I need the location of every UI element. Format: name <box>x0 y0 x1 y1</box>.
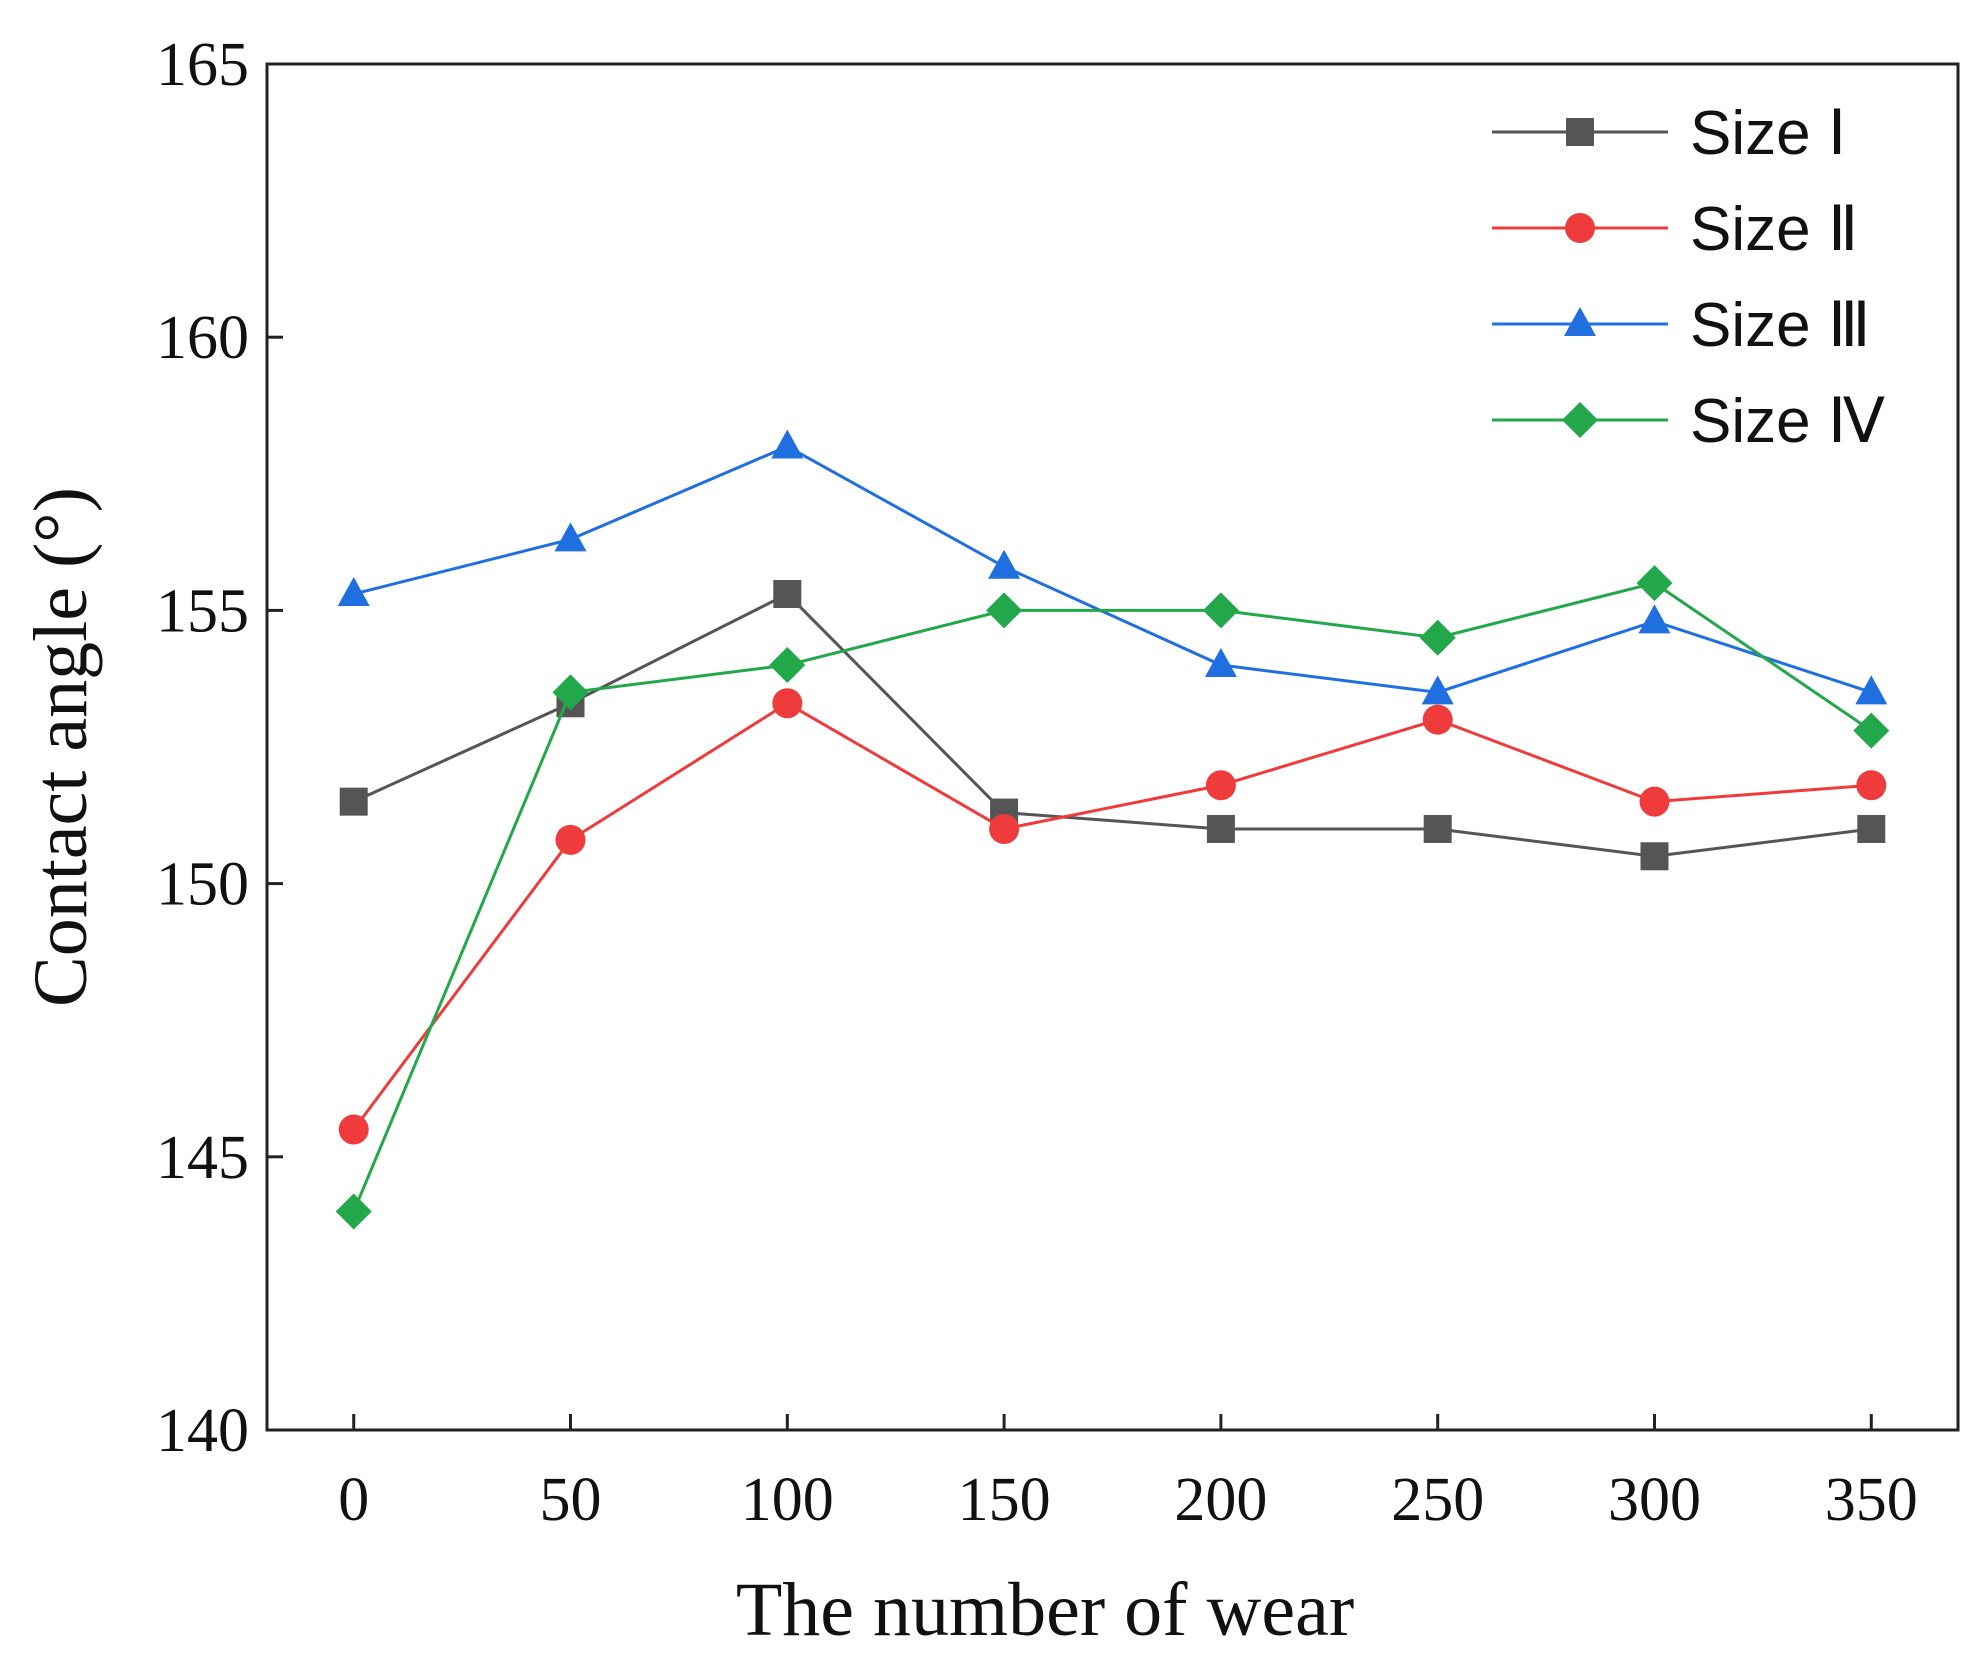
data-point <box>1205 770 1236 801</box>
series-4 <box>335 565 1890 1230</box>
x-tick-label: 150 <box>958 1466 1051 1534</box>
data-point <box>773 580 802 609</box>
legend-marker <box>1562 402 1598 438</box>
data-point <box>1640 842 1669 871</box>
data-point <box>1206 814 1235 843</box>
y-tick-label: 155 <box>156 577 249 645</box>
legend-label: Size Ⅱ <box>1690 195 1858 264</box>
data-point <box>555 824 586 855</box>
data-point <box>1853 712 1890 749</box>
data-point <box>338 1114 369 1145</box>
data-point <box>989 813 1020 844</box>
data-point <box>1419 619 1456 656</box>
series-2 <box>338 688 1887 1145</box>
data-point <box>1638 604 1671 634</box>
data-point <box>339 787 368 816</box>
data-point <box>1856 770 1887 801</box>
data-point <box>1422 704 1453 735</box>
legend-marker <box>1564 307 1596 336</box>
y-tick-label: 160 <box>156 304 249 372</box>
x-tick-label: 300 <box>1608 1466 1701 1534</box>
y-axis-title: Contact angle (°) <box>19 487 103 1007</box>
legend-label: Size Ⅲ <box>1690 291 1871 360</box>
y-axis: 140 145 150 155 160 165 <box>156 31 283 1465</box>
series-line <box>353 444 1872 694</box>
data-point <box>988 549 1021 579</box>
data-point <box>1204 648 1237 678</box>
x-tick-label: 200 <box>1174 1466 1267 1534</box>
legend-label: Size Ⅰ <box>1690 99 1846 168</box>
data-point <box>1636 565 1673 602</box>
y-tick-label: 165 <box>156 31 249 99</box>
series-line <box>353 592 1872 858</box>
data-point <box>552 674 589 711</box>
series-line <box>352 701 1872 1131</box>
data-point <box>1423 814 1452 843</box>
legend-item: Size Ⅳ <box>1492 387 1885 456</box>
series-1 <box>339 580 1886 871</box>
y-tick-label: 145 <box>156 1124 249 1192</box>
data-point <box>769 647 806 684</box>
data-point <box>1639 786 1670 817</box>
legend-label: Size Ⅳ <box>1690 387 1885 456</box>
series-line <box>352 581 1873 1213</box>
data-point <box>771 429 804 459</box>
legend-item: Size Ⅲ <box>1492 291 1871 360</box>
x-tick-label: 0 <box>338 1466 369 1534</box>
y-tick-label: 140 <box>156 1397 249 1465</box>
series-3 <box>337 429 1888 705</box>
legend-marker <box>1566 118 1594 146</box>
data-point <box>554 522 587 552</box>
legend-marker <box>1565 213 1595 243</box>
x-tick-label: 50 <box>540 1466 602 1534</box>
data-point <box>337 577 370 607</box>
y-tick-label: 150 <box>156 851 249 919</box>
legend-item: Size Ⅰ <box>1492 99 1846 168</box>
series-layer <box>335 429 1890 1230</box>
data-point <box>1857 814 1886 843</box>
x-tick-label: 350 <box>1825 1466 1918 1534</box>
data-point <box>772 688 803 719</box>
legend: Size Ⅰ Size Ⅱ Size Ⅲ Size Ⅳ <box>1492 99 1885 456</box>
data-point <box>1202 592 1239 629</box>
legend-item: Size Ⅱ <box>1492 195 1858 264</box>
data-point <box>335 1193 372 1230</box>
x-tick-label: 100 <box>741 1466 834 1534</box>
data-point <box>1855 675 1888 705</box>
data-point <box>986 592 1023 629</box>
x-tick-label: 250 <box>1391 1466 1484 1534</box>
data-point <box>1421 675 1454 705</box>
plot-frame <box>265 62 1960 1432</box>
x-axis-title: The number of wear <box>736 1568 1354 1652</box>
x-axis: 0 50 100 150 200 250 300 350 <box>338 1414 1918 1534</box>
